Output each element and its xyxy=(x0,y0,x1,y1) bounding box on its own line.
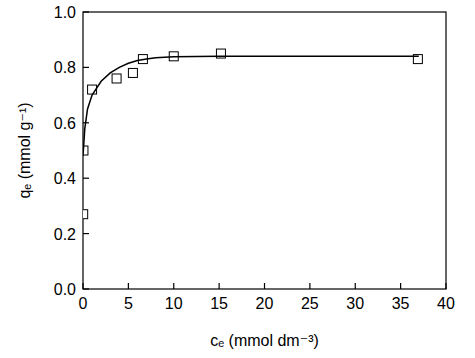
data-point xyxy=(128,68,137,77)
x-tick-label: 0 xyxy=(79,295,88,312)
x-tick xyxy=(400,283,401,289)
x-tick xyxy=(82,283,83,289)
y-tick-label: 0.8 xyxy=(54,59,76,76)
y-tick-label: 0.2 xyxy=(54,226,76,243)
fit-line xyxy=(83,56,419,156)
x-tick xyxy=(128,283,129,289)
y-tick xyxy=(83,233,89,234)
plot-data xyxy=(83,49,422,219)
x-tick xyxy=(445,283,446,289)
y-tick-label: 0.0 xyxy=(54,281,76,298)
x-tick xyxy=(173,283,174,289)
x-tick xyxy=(309,283,310,289)
y-tick-label: 1.0 xyxy=(54,4,76,21)
y-tick xyxy=(83,11,89,12)
x-tick-label: 30 xyxy=(346,295,364,312)
x-tick xyxy=(219,283,220,289)
x-tick-label: 25 xyxy=(301,295,319,312)
x-axis-label: cₑ (mmol dm⁻³) xyxy=(210,332,319,349)
x-tick-label: 15 xyxy=(210,295,228,312)
x-tick-label: 10 xyxy=(165,295,183,312)
x-tick-label: 20 xyxy=(256,295,274,312)
y-tick xyxy=(83,67,89,68)
x-tick xyxy=(355,283,356,289)
y-tick-label: 0.4 xyxy=(54,170,76,187)
chart: 0 5 10 15 20 25 30 35 40 0.0 0.2 0.4 0.6 0.8 1.0 cₑ (mm… xyxy=(0,0,475,358)
y-tick xyxy=(83,178,89,179)
y-axis-label: qₑ (mmol g⁻¹) xyxy=(16,102,33,198)
y-tick-label: 0.6 xyxy=(54,115,76,132)
data-point xyxy=(83,210,88,219)
data-point xyxy=(112,74,121,83)
x-tick-label: 35 xyxy=(392,295,410,312)
x-tick-label: 40 xyxy=(437,295,455,312)
y-tick xyxy=(83,288,89,289)
x-tick-label: 5 xyxy=(124,295,133,312)
plot-frame xyxy=(83,12,446,289)
x-tick xyxy=(264,283,265,289)
